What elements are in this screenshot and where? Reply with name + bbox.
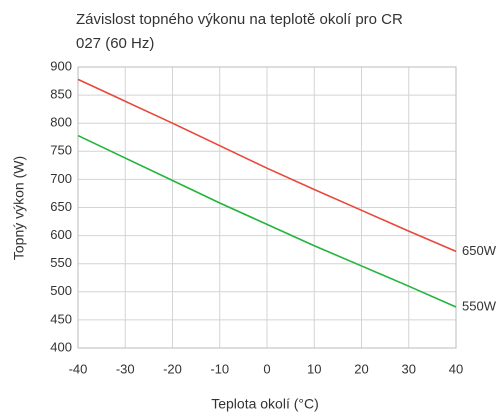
y-tick-label: 450 — [50, 311, 72, 326]
x-tick-label: 40 — [449, 361, 463, 376]
y-tick-label: 700 — [50, 171, 72, 186]
x-tick-label: 10 — [307, 361, 321, 376]
plot-frame — [77, 66, 457, 349]
y-tick-label: 400 — [50, 339, 72, 354]
series-label: 650W — [462, 243, 497, 258]
y-tick-label: 800 — [50, 115, 72, 130]
series-line — [77, 134, 457, 308]
y-tick-label: 650 — [50, 199, 72, 214]
x-tick-label: -10 — [210, 361, 229, 376]
x-tick-label: -40 — [69, 361, 88, 376]
y-tick-label: 500 — [50, 283, 72, 298]
series-label: 550W — [462, 298, 497, 313]
y-axis-label: Topný výkon (W) — [11, 156, 27, 260]
x-axis-label: Teplota okolí (°C) — [211, 396, 319, 412]
x-tick-label: 30 — [402, 361, 416, 376]
y-tick-label: 600 — [50, 227, 72, 242]
y-tick-label: 900 — [50, 58, 72, 73]
x-tick-label: -20 — [163, 361, 182, 376]
y-tick-label: 550 — [50, 255, 72, 270]
chart-title: Závislost topného výkonu na teplotě okol… — [76, 11, 403, 52]
y-tick-label: 850 — [50, 87, 72, 102]
x-tick-label: 20 — [354, 361, 368, 376]
x-tick-label: -30 — [116, 361, 135, 376]
y-tick-label: 750 — [50, 143, 72, 158]
x-tick-label: 0 — [263, 361, 270, 376]
series-line — [77, 78, 457, 253]
